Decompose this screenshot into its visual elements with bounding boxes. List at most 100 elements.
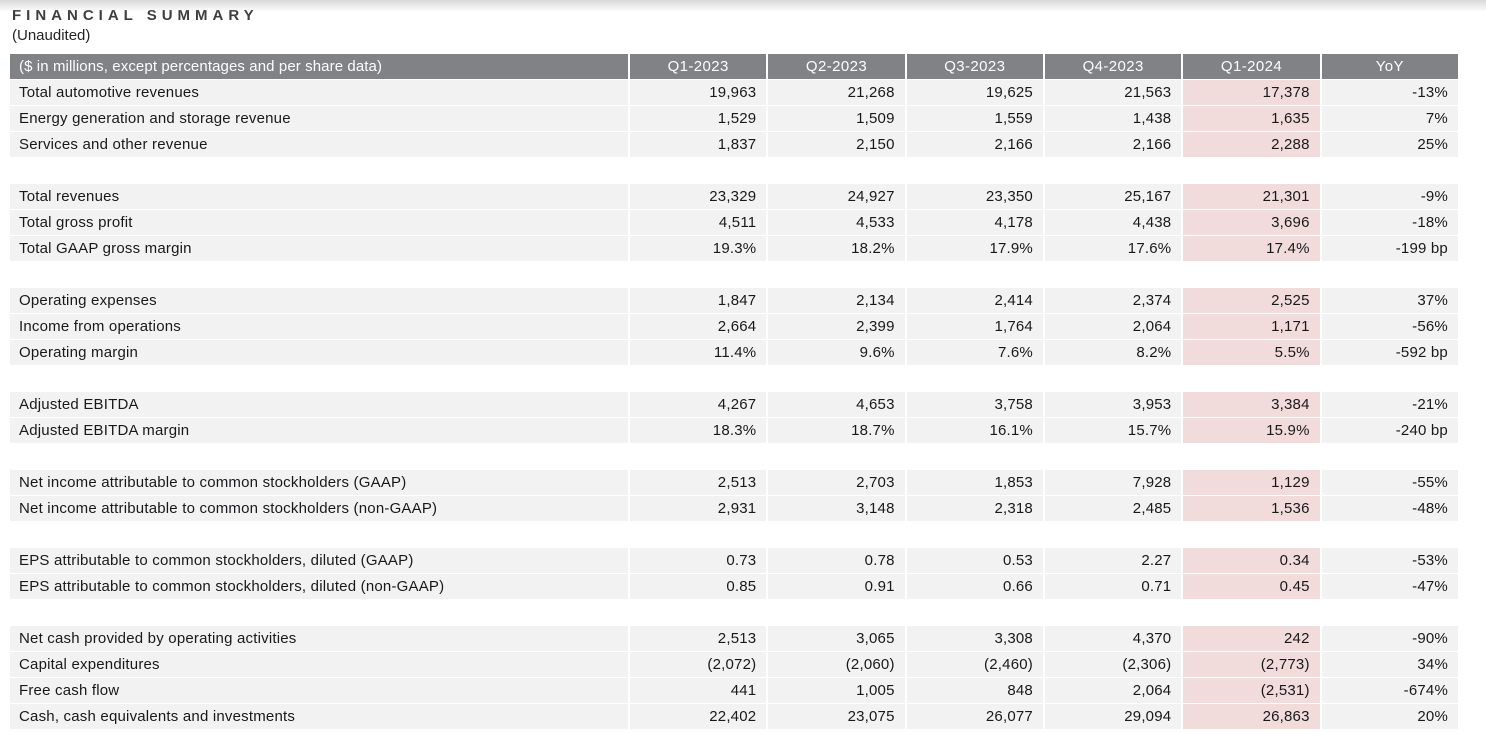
cell-value: 0.71 [1044,573,1182,599]
cell-value: 18.7% [768,417,905,443]
cell-value: (2,306) [1044,651,1182,677]
cell-yoy: -18% [1321,209,1458,235]
cell-value: 1,509 [768,105,905,131]
cell-q1-2024: 21,301 [1183,183,1320,209]
section-spacer [10,157,1458,184]
cell-value: 2,166 [1044,131,1182,157]
table-row: Adjusted EBITDA margin 18.3% 18.7% 16.1% 15.… [10,417,1458,443]
cell-value: 8.2% [1044,339,1182,365]
cell-value: 16.1% [906,417,1043,443]
section-spacer [10,443,1458,470]
cell-q1-2024: 1,171 [1183,313,1320,339]
cell-value: 4,438 [1044,209,1182,235]
cell-value: 2,513 [630,625,767,651]
cell-q1-2024: 0.45 [1183,573,1320,599]
cell-value: 2,150 [768,131,905,157]
cell-value: 2,703 [768,469,905,495]
cell-yoy: -674% [1321,677,1458,703]
cell-yoy: -592 bp [1321,339,1458,365]
cell-value: 2,485 [1044,495,1182,521]
cell-value: 23,075 [768,703,905,729]
section-spacer [10,521,1458,548]
table-row: Energy generation and storage revenue 1,5… [10,105,1458,131]
cell-value: 4,533 [768,209,905,235]
cell-yoy: 20% [1321,703,1458,729]
cell-yoy: -48% [1321,495,1458,521]
cell-q1-2024: 1,635 [1183,105,1320,131]
summary-table-body: Total automotive revenues 19,963 21,268 19,… [10,79,1458,729]
cell-value: 2,399 [768,313,905,339]
cell-value: 7.6% [906,339,1043,365]
header-q1-2024: Q1-2024 [1183,53,1320,79]
cell-value: 25,167 [1044,183,1182,209]
cell-q1-2024: 2,525 [1183,287,1320,313]
row-label: Net income attributable to common stockh… [10,495,628,521]
table-row: Cash, cash equivalents and investments 22… [10,703,1458,729]
section-spacer [10,599,1458,626]
row-label: Net income attributable to common stockh… [10,469,628,495]
cell-yoy: -240 bp [1321,417,1458,443]
cell-value: 2,166 [906,131,1043,157]
cell-value: 2,064 [1044,677,1182,703]
cell-value: 19.3% [630,235,767,261]
cell-yoy: 25% [1321,131,1458,157]
table-row: Capital expenditures (2,072) (2,060) (2,460… [10,651,1458,677]
row-label: Net cash provided by operating activitie… [10,625,628,651]
cell-yoy: 34% [1321,651,1458,677]
cell-value: 4,653 [768,391,905,417]
cell-value: 1,847 [630,287,767,313]
row-label: EPS attributable to common stockholders,… [10,573,628,599]
table-row: Income from operations 2,664 2,399 1,764 2,0… [10,313,1458,339]
cell-yoy: -55% [1321,469,1458,495]
cell-yoy: 37% [1321,287,1458,313]
cell-value: 19,963 [630,79,767,105]
row-label: Total gross profit [10,209,628,235]
cell-value: 29,094 [1044,703,1182,729]
cell-value: 9.6% [768,339,905,365]
cell-value: 3,065 [768,625,905,651]
cell-yoy: -53% [1321,547,1458,573]
cell-q1-2024: 3,696 [1183,209,1320,235]
header-units-note: ($ in millions, except percentages and p… [10,53,628,79]
cell-value: 0.91 [768,573,905,599]
row-label: Cash, cash equivalents and investments [10,703,628,729]
cell-q1-2024: (2,773) [1183,651,1320,677]
row-label: EPS attributable to common stockholders,… [10,547,628,573]
cell-yoy: 7% [1321,105,1458,131]
cell-value: (2,460) [906,651,1043,677]
cell-q1-2024: 26,863 [1183,703,1320,729]
cell-value: 0.66 [906,573,1043,599]
cell-yoy: -13% [1321,79,1458,105]
table-row: EPS attributable to common stockholders,… [10,547,1458,573]
cell-value: 1,853 [906,469,1043,495]
cell-value: 1,438 [1044,105,1182,131]
row-label: Total revenues [10,183,628,209]
cell-value: 4,267 [630,391,767,417]
row-label: Income from operations [10,313,628,339]
cell-value: 7,928 [1044,469,1182,495]
cell-value: 848 [906,677,1043,703]
row-label: Total GAAP gross margin [10,235,628,261]
cell-q1-2024: 17,378 [1183,79,1320,105]
row-label: Services and other revenue [10,131,628,157]
table-row: Adjusted EBITDA 4,267 4,653 3,758 3,953 3,384… [10,391,1458,417]
header-q3-2023: Q3-2023 [906,53,1043,79]
table-row: Services and other revenue 1,837 2,150 2,16… [10,131,1458,157]
row-label: Free cash flow [10,677,628,703]
cell-q1-2024: 1,536 [1183,495,1320,521]
cell-value: 441 [630,677,767,703]
header-q4-2023: Q4-2023 [1044,53,1182,79]
row-label: Operating margin [10,339,628,365]
cell-value: 3,308 [906,625,1043,651]
cell-value: 17.6% [1044,235,1182,261]
table-row: Net income attributable to common stockh… [10,469,1458,495]
cell-value: 3,148 [768,495,905,521]
cell-q1-2024: 5.5% [1183,339,1320,365]
table-row: Operating margin 11.4% 9.6% 7.6% 8.2% 5.5% -59… [10,339,1458,365]
cell-value: 23,329 [630,183,767,209]
cell-value: 21,268 [768,79,905,105]
row-label: Energy generation and storage revenue [10,105,628,131]
section-spacer [10,365,1458,392]
header-q1-2023: Q1-2023 [630,53,767,79]
